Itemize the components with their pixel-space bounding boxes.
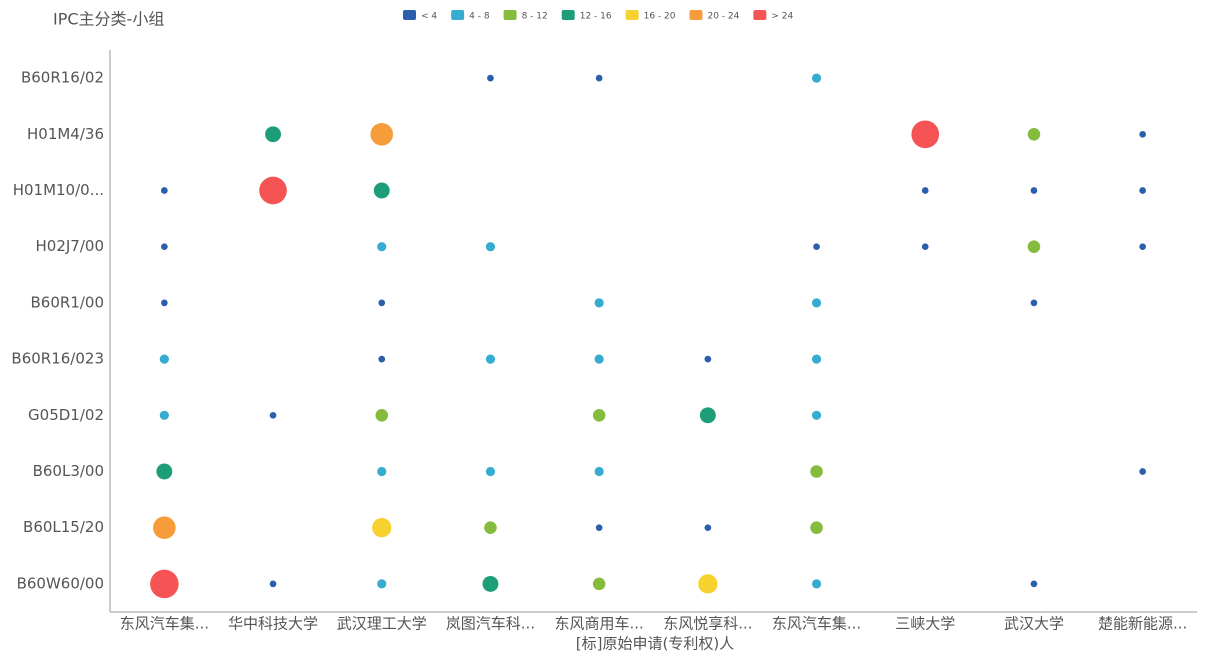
bubble [153, 516, 176, 539]
bubble [812, 411, 821, 420]
bubble [596, 524, 603, 531]
bubble [377, 579, 386, 588]
y-tick-label: B60W60/00 [17, 574, 104, 592]
bubble [150, 570, 179, 599]
chart: IPC主分类-小组 [标]原始申请(专利权)人 < 4 4 - 8 8 - 12 12… [0, 0, 1207, 657]
x-tick-label: 楚能新能源... [1098, 615, 1187, 633]
y-tick-label: H02J7/00 [36, 237, 104, 255]
bubble [372, 518, 391, 537]
bubble [374, 183, 390, 199]
bubble [812, 298, 821, 307]
y-tick-label: B60L15/20 [23, 518, 104, 536]
bubble [156, 464, 172, 480]
bubble [482, 576, 498, 592]
legend-label: < 4 [421, 12, 437, 22]
bubble [705, 524, 712, 531]
legend-label: 8 - 12 [522, 12, 548, 22]
bubble [922, 187, 929, 194]
x-tick-label: 东风悦享科... [663, 615, 752, 633]
bubble [1139, 131, 1146, 138]
bubble [810, 465, 823, 478]
legend-label: 20 - 24 [707, 12, 739, 22]
bubble [370, 123, 393, 146]
bubble [1031, 187, 1038, 194]
bubble [812, 355, 821, 364]
y-tick-label: B60R16/02 [21, 69, 104, 87]
x-axis-title: [标]原始申请(专利权)人 [576, 635, 734, 653]
x-tick-label: 华中科技大学 [228, 615, 318, 633]
bubble [1028, 240, 1041, 253]
bubble [161, 243, 168, 250]
legend-swatch [562, 10, 575, 20]
bubble [160, 355, 169, 364]
bubble [595, 467, 604, 476]
x-tick-label: 东风商用车... [554, 615, 643, 633]
bubble [265, 126, 281, 142]
x-tick-label: 东风汽车集... [120, 615, 209, 633]
bubble [270, 412, 277, 419]
bubble [812, 579, 821, 588]
bubble [922, 243, 929, 250]
bubble [378, 300, 385, 307]
y-tick-label: H01M4/36 [27, 125, 104, 143]
legend-swatch [451, 10, 464, 20]
bubble [593, 409, 606, 422]
bubble [377, 467, 386, 476]
bubble [593, 578, 606, 591]
y-tick-label: B60R16/023 [11, 350, 104, 368]
legend-swatch [689, 10, 702, 20]
bubble [487, 75, 494, 82]
bubble [377, 242, 386, 251]
bubble [595, 355, 604, 364]
bubble [1139, 243, 1146, 250]
legend-swatch [753, 10, 766, 20]
bubble [270, 581, 277, 588]
legend-label: 12 - 16 [580, 12, 612, 22]
x-tick-label: 三峡大学 [895, 615, 955, 633]
bubble [1028, 128, 1041, 141]
bubble [161, 300, 168, 307]
bubble [375, 409, 388, 422]
y-tick-label: G05D1/02 [28, 406, 104, 424]
bubble [486, 242, 495, 251]
bubble [161, 187, 168, 194]
bubble [810, 521, 823, 534]
x-tick-label: 武汉理工大学 [337, 615, 427, 633]
legend-label: 4 - 8 [469, 12, 490, 22]
bubble [596, 75, 603, 82]
bubble [259, 177, 287, 205]
y-tick-label: B60L3/00 [33, 462, 104, 480]
bubble [1031, 300, 1038, 307]
bubble [813, 243, 820, 250]
x-tick-label: 武汉大学 [1004, 615, 1064, 633]
bubble [812, 74, 821, 83]
legend-swatch [403, 10, 416, 20]
bubble [484, 521, 497, 534]
bubble [160, 411, 169, 420]
x-tick-label: 东风汽车集... [772, 615, 861, 633]
chart-title: IPC主分类-小组 [53, 10, 164, 29]
x-tick-label: 岚图汽车科... [446, 615, 535, 633]
bubble [911, 120, 939, 148]
y-tick-label: H01M10/0... [13, 181, 104, 199]
bubble [378, 356, 385, 363]
bubble [1139, 468, 1146, 475]
bubble [698, 574, 717, 593]
bubble [486, 467, 495, 476]
legend-label: > 24 [771, 12, 793, 22]
y-tick-label: B60R1/00 [31, 293, 104, 311]
bubble [700, 407, 716, 423]
bubble [1139, 187, 1146, 194]
legend-label: 16 - 20 [644, 12, 676, 22]
legend-swatch [626, 10, 639, 20]
bubble [1031, 581, 1038, 588]
bubble [595, 298, 604, 307]
bubble [705, 356, 712, 363]
legend-swatch [504, 10, 517, 20]
bubble [486, 355, 495, 364]
